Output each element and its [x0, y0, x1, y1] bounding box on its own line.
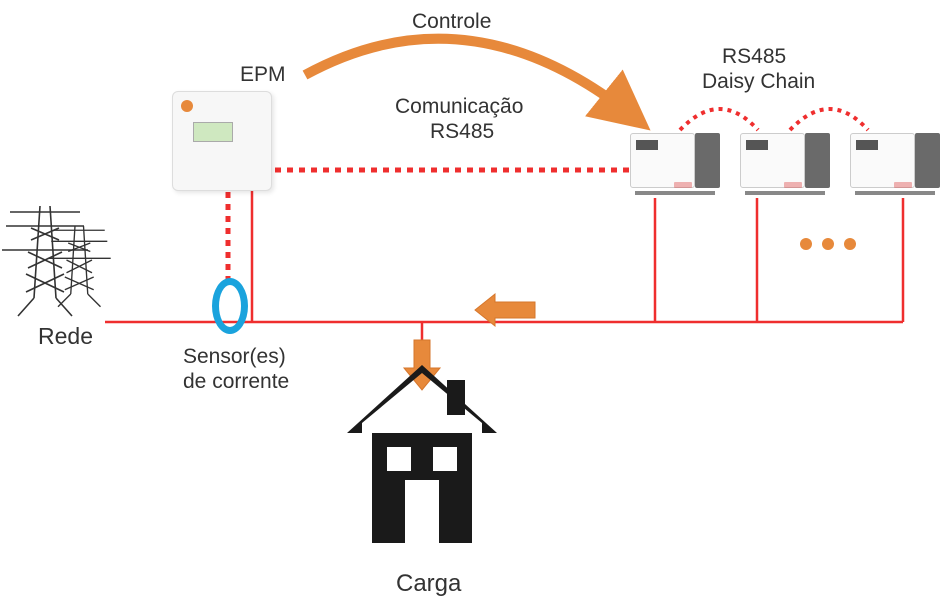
label-com-l1: Comunicação — [395, 95, 523, 119]
label-daisy-l1: RS485 — [722, 45, 786, 69]
label-com-l2: RS485 — [430, 120, 494, 144]
label-carga: Carga — [396, 570, 461, 598]
continuation-dots — [800, 238, 856, 250]
epm-screen — [193, 122, 233, 142]
inverter-3 — [850, 128, 940, 198]
inverter-2 — [740, 128, 830, 198]
epm-logo-dot — [181, 100, 193, 112]
inverter-1 — [630, 128, 720, 198]
label-rede: Rede — [38, 323, 93, 350]
epm-device — [172, 91, 272, 191]
label-daisy-l2: Daisy Chain — [702, 70, 815, 94]
label-sensor-l2: de corrente — [183, 370, 289, 394]
label-epm: EPM — [240, 63, 286, 87]
label-sensor-l1: Sensor(es) — [183, 345, 286, 369]
diagram-canvas: Controle EPM Comunicação RS485 RS485 Dai… — [0, 0, 941, 608]
ct-sensor-ring — [212, 278, 248, 334]
label-controle: Controle — [412, 10, 491, 34]
